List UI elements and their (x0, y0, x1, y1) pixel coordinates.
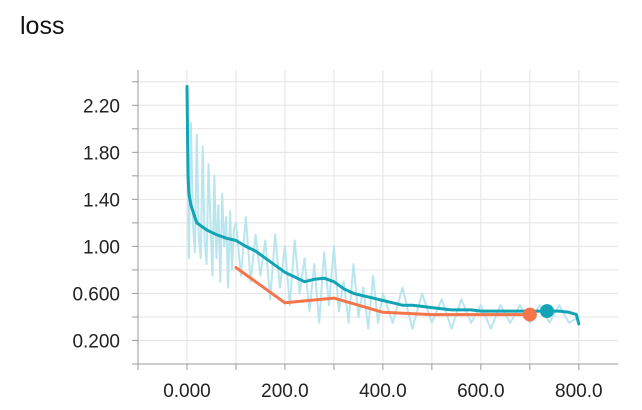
series-line-smoothed (185, 85, 581, 326)
highlight-points (522, 304, 554, 322)
chart-title: loss (20, 12, 65, 40)
series-line-eval (234, 266, 532, 317)
grid-lines (132, 70, 618, 370)
series-group (185, 85, 581, 330)
y-tick-label: 1.80 (83, 143, 120, 164)
highlight-point[interactable] (539, 304, 554, 319)
y-tick-label: 1.40 (83, 190, 120, 211)
tick-labels: 0.200 0.600 1.00 1.40 1.80 2.20 0.000 200.0 400.… (72, 96, 602, 402)
y-tick-label: 1.00 (83, 237, 120, 258)
y-tick-label: 2.20 (83, 96, 120, 117)
x-tick-label: 800.0 (555, 381, 603, 402)
highlight-point[interactable] (522, 307, 537, 322)
y-tick-label: 0.200 (72, 331, 120, 352)
x-tick-label: 600.0 (457, 381, 505, 402)
x-tick-label: 200.0 (261, 381, 309, 402)
x-tick-label: 400.0 (359, 381, 407, 402)
x-tick-label: 0.000 (163, 381, 211, 402)
y-tick-label: 0.600 (72, 284, 120, 305)
